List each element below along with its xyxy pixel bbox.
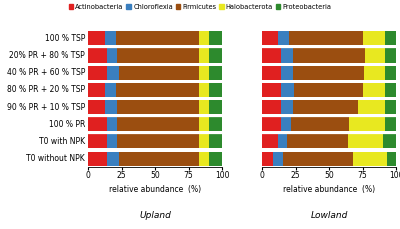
Bar: [199, 31, 209, 45]
Bar: [262, 49, 281, 63]
Bar: [107, 66, 119, 80]
Bar: [364, 66, 385, 80]
Bar: [385, 100, 396, 114]
Bar: [262, 117, 281, 131]
Bar: [209, 31, 222, 45]
Bar: [293, 49, 365, 63]
Bar: [107, 117, 118, 131]
Bar: [209, 100, 222, 114]
Text: Upland: Upland: [139, 211, 171, 220]
Bar: [383, 134, 396, 148]
Bar: [278, 134, 288, 148]
Bar: [88, 49, 107, 63]
Bar: [116, 83, 199, 97]
Bar: [288, 134, 348, 148]
Bar: [106, 83, 116, 97]
Bar: [289, 31, 362, 45]
Bar: [262, 152, 273, 166]
Bar: [387, 152, 396, 166]
Bar: [362, 83, 385, 97]
Bar: [293, 100, 358, 114]
Bar: [209, 152, 222, 166]
Bar: [353, 152, 387, 166]
Bar: [118, 100, 199, 114]
Bar: [209, 117, 222, 131]
Bar: [294, 83, 362, 97]
Bar: [107, 134, 118, 148]
Bar: [278, 31, 289, 45]
Bar: [281, 83, 294, 97]
Bar: [262, 83, 281, 97]
Bar: [209, 49, 222, 63]
Bar: [106, 31, 116, 45]
Bar: [281, 49, 293, 63]
Bar: [262, 100, 281, 114]
Bar: [107, 49, 118, 63]
Bar: [118, 49, 199, 63]
Text: Lowland: Lowland: [310, 211, 348, 220]
Bar: [107, 152, 119, 166]
Bar: [281, 117, 292, 131]
Bar: [209, 83, 222, 97]
Bar: [385, 117, 396, 131]
Bar: [262, 31, 278, 45]
Bar: [209, 66, 222, 80]
Bar: [365, 49, 385, 63]
Bar: [209, 134, 222, 148]
Bar: [88, 134, 107, 148]
Bar: [199, 83, 209, 97]
Bar: [88, 31, 106, 45]
Bar: [199, 134, 209, 148]
Bar: [385, 66, 396, 80]
Bar: [199, 117, 209, 131]
Bar: [88, 66, 107, 80]
Bar: [199, 100, 209, 114]
Bar: [293, 66, 364, 80]
Bar: [88, 100, 106, 114]
Bar: [281, 100, 293, 114]
Bar: [199, 66, 209, 80]
Bar: [118, 134, 199, 148]
Bar: [281, 66, 293, 80]
Bar: [199, 49, 209, 63]
Bar: [385, 83, 396, 97]
Bar: [116, 31, 199, 45]
Bar: [106, 100, 118, 114]
Bar: [88, 152, 107, 166]
Bar: [284, 152, 353, 166]
Bar: [88, 117, 107, 131]
Bar: [358, 100, 385, 114]
X-axis label: relative abundance  (%): relative abundance (%): [283, 185, 375, 194]
Bar: [262, 134, 278, 148]
Bar: [118, 117, 199, 131]
X-axis label: relative abundance  (%): relative abundance (%): [109, 185, 201, 194]
Bar: [348, 134, 383, 148]
Bar: [262, 66, 281, 80]
Bar: [199, 152, 209, 166]
Bar: [119, 66, 199, 80]
Legend: Actinobacteria, Chloroflexia, Firmicutes, Halobacterota, Proteobacteria: Actinobacteria, Chloroflexia, Firmicutes…: [68, 3, 332, 11]
Bar: [88, 83, 106, 97]
Bar: [292, 117, 349, 131]
Bar: [119, 152, 199, 166]
Bar: [362, 31, 385, 45]
Bar: [385, 31, 396, 45]
Bar: [273, 152, 284, 166]
Bar: [385, 49, 396, 63]
Bar: [349, 117, 385, 131]
